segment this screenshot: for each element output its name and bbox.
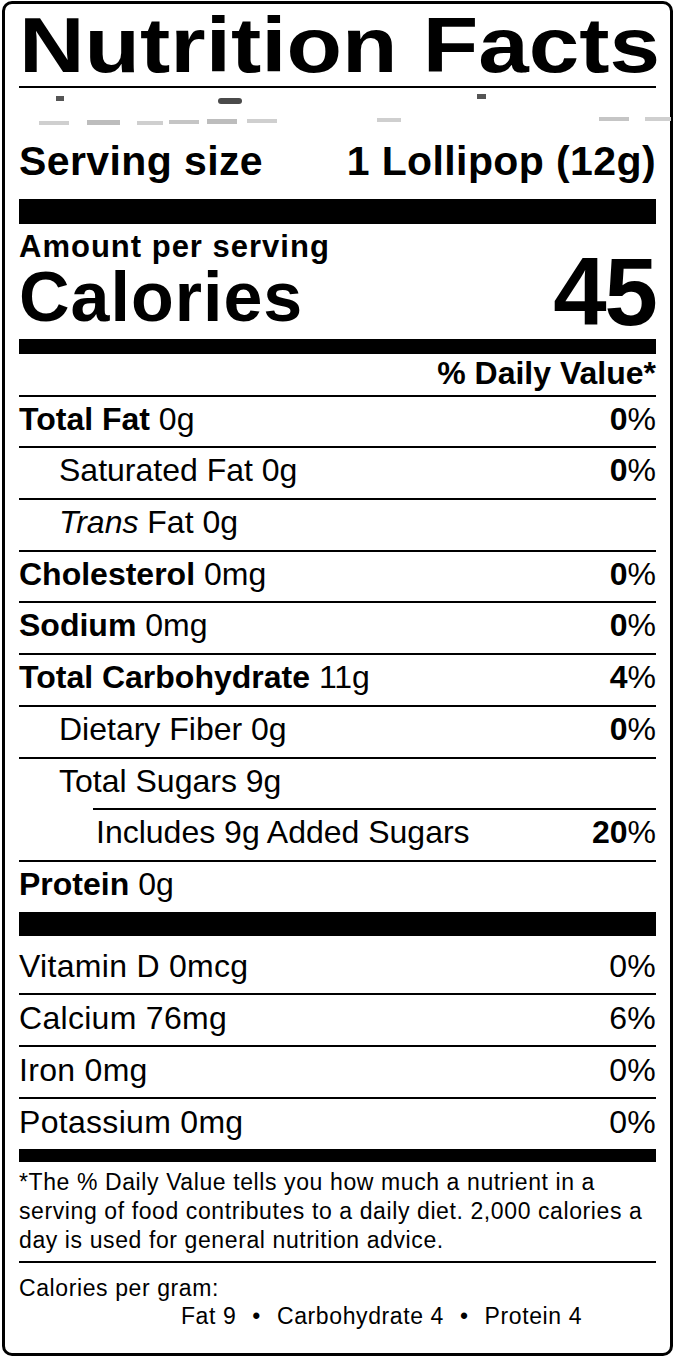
- cpg-fat: Fat 9: [181, 1303, 236, 1329]
- footnote-line-2: serving of food contributes to a daily d…: [19, 1197, 656, 1226]
- vitamin-row-potassium: Potassium 0mg 0%: [19, 1097, 656, 1149]
- section-bar-thick-2: [19, 912, 656, 936]
- serving-size-label: Serving size: [19, 138, 263, 185]
- nutrition-facts-label: Nutrition Facts Serving size 1 Lollipop …: [2, 1, 673, 1356]
- cpg-protein: Protein 4: [485, 1303, 582, 1329]
- calories-label: Calories: [19, 262, 303, 332]
- daily-value-footnote: *The % Daily Value tells you how much a …: [19, 1162, 656, 1255]
- nutrient-row-protein: Protein 0g: [19, 860, 656, 912]
- calories-value: 45: [553, 244, 656, 340]
- vitamin-row-calcium: Calcium 76mg 6%: [19, 993, 656, 1045]
- section-bar-thick: [19, 199, 656, 224]
- footnote-line-3: day is used for general nutrition advice…: [19, 1226, 656, 1255]
- cpg-carbohydrate: Carbohydrate 4: [277, 1303, 444, 1329]
- nutrient-row-total-fat: Total Fat 0g 0%: [19, 395, 656, 447]
- calories-per-gram-label: Calories per gram:: [19, 1263, 656, 1302]
- vitamin-row-vitamin-d: Vitamin D 0mcg 0%: [19, 936, 656, 993]
- daily-value-header: % Daily Value*: [19, 354, 656, 395]
- nutrient-row-cholesterol: Cholesterol 0mg 0%: [19, 550, 656, 602]
- vitamin-row-iron: Iron 0mg 0%: [19, 1045, 656, 1097]
- nutrient-row-total-carbohydrate: Total Carbohydrate 11g 4%: [19, 653, 656, 705]
- footnote-line-1: *The % Daily Value tells you how much a …: [19, 1168, 656, 1197]
- label-title: Nutrition Facts: [19, 10, 676, 82]
- nutrient-row-total-sugars: Total Sugars 9g: [19, 757, 656, 809]
- erased-text-remnants: [19, 88, 656, 136]
- calories-row: Calories 45: [19, 265, 656, 332]
- cpg-bullet-2: •: [444, 1303, 485, 1329]
- nutrient-row-sodium: Sodium 0mg 0%: [19, 601, 656, 653]
- nutrient-row-dietary-fiber: Dietary Fiber 0g 0%: [19, 705, 656, 757]
- nutrient-row-trans-fat: Trans Fat 0g: [19, 498, 656, 550]
- cpg-bullet-1: •: [236, 1303, 277, 1329]
- nutrient-row-saturated-fat: Saturated Fat 0g 0%: [19, 446, 656, 498]
- section-bar-bottom: [19, 1149, 656, 1162]
- calories-per-gram-values: Fat 9•Carbohydrate 4•Protein 4: [19, 1302, 656, 1330]
- nutrition-facts-page: Nutrition Facts Serving size 1 Lollipop …: [0, 0, 676, 1358]
- serving-size-value: 1 Lollipop (12g): [347, 138, 656, 185]
- nutrient-row-added-sugars: Includes 9g Added Sugars 20%: [93, 808, 656, 860]
- serving-size-row: Serving size 1 Lollipop (12g): [19, 136, 656, 185]
